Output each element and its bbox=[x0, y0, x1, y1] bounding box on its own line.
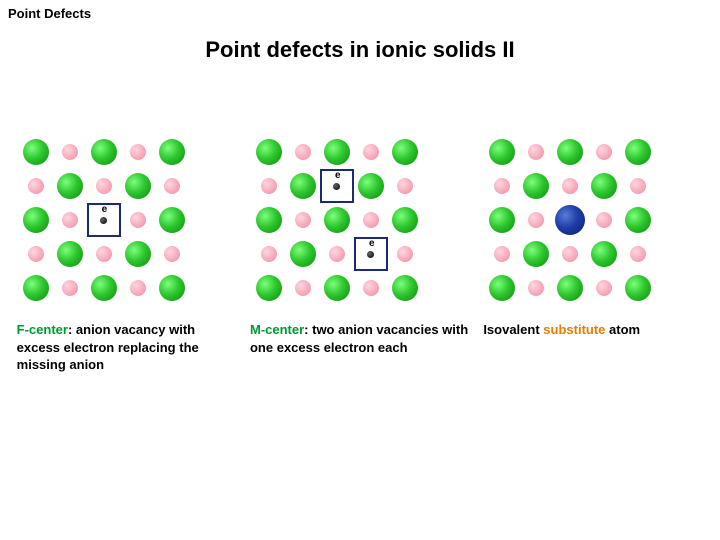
cation bbox=[557, 275, 583, 301]
electron-label: e bbox=[335, 170, 341, 181]
anion bbox=[28, 246, 44, 262]
anion bbox=[397, 178, 413, 194]
lattice-f-center: e bbox=[17, 133, 187, 303]
cation bbox=[625, 275, 651, 301]
caption-term2: substitute bbox=[543, 322, 605, 337]
anion bbox=[562, 246, 578, 262]
anion bbox=[494, 178, 510, 194]
panel-m-center: ee M-center: two anion vacancies with on… bbox=[250, 133, 470, 374]
lattice-isovalent bbox=[483, 133, 653, 303]
cation bbox=[489, 275, 515, 301]
cation bbox=[256, 139, 282, 165]
substitute-atom bbox=[555, 205, 585, 235]
cation bbox=[591, 241, 617, 267]
cation bbox=[91, 139, 117, 165]
panel-isovalent: Isovalent substitute atom bbox=[483, 133, 703, 374]
cation bbox=[392, 275, 418, 301]
lattice-m-center: ee bbox=[250, 133, 420, 303]
cation bbox=[23, 139, 49, 165]
anion bbox=[261, 178, 277, 194]
cation bbox=[523, 173, 549, 199]
cation bbox=[591, 173, 617, 199]
anion bbox=[130, 212, 146, 228]
cation bbox=[159, 139, 185, 165]
cation bbox=[489, 139, 515, 165]
anion bbox=[295, 212, 311, 228]
anion bbox=[363, 144, 379, 160]
anion bbox=[596, 144, 612, 160]
caption-isovalent: Isovalent substitute atom bbox=[483, 321, 640, 339]
anion bbox=[596, 212, 612, 228]
electron-label: e bbox=[369, 238, 375, 249]
cation bbox=[290, 173, 316, 199]
anion bbox=[96, 178, 112, 194]
panel-f-center: e F-center: anion vacancy with excess el… bbox=[17, 133, 237, 374]
anion bbox=[596, 280, 612, 296]
cation bbox=[324, 207, 350, 233]
cation bbox=[557, 139, 583, 165]
anion bbox=[261, 246, 277, 262]
cation bbox=[392, 207, 418, 233]
cation bbox=[57, 241, 83, 267]
anion bbox=[528, 280, 544, 296]
caption-m-center: M-center: two anion vacancies with one e… bbox=[250, 321, 470, 356]
caption-f-center: F-center: anion vacancy with excess elec… bbox=[17, 321, 237, 374]
electron-label: e bbox=[102, 204, 108, 215]
anion bbox=[528, 144, 544, 160]
anion bbox=[295, 144, 311, 160]
cation bbox=[523, 241, 549, 267]
anion bbox=[295, 280, 311, 296]
cation bbox=[91, 275, 117, 301]
electron bbox=[100, 217, 107, 224]
cation bbox=[489, 207, 515, 233]
cation bbox=[256, 275, 282, 301]
anion bbox=[494, 246, 510, 262]
anion bbox=[363, 280, 379, 296]
cation bbox=[125, 173, 151, 199]
anion bbox=[397, 246, 413, 262]
anion bbox=[130, 280, 146, 296]
cation bbox=[625, 207, 651, 233]
anion bbox=[363, 212, 379, 228]
anion bbox=[164, 246, 180, 262]
cation bbox=[125, 241, 151, 267]
anion bbox=[28, 178, 44, 194]
cation bbox=[392, 139, 418, 165]
cation bbox=[324, 275, 350, 301]
page-header: Point Defects bbox=[0, 0, 720, 27]
anion bbox=[96, 246, 112, 262]
anion bbox=[630, 246, 646, 262]
caption-term: M-center bbox=[250, 322, 304, 337]
caption-term: Isovalent bbox=[483, 322, 539, 337]
anion bbox=[630, 178, 646, 194]
anion bbox=[62, 280, 78, 296]
anion bbox=[528, 212, 544, 228]
cation bbox=[159, 275, 185, 301]
cation bbox=[625, 139, 651, 165]
anion bbox=[562, 178, 578, 194]
caption-rest: atom bbox=[605, 322, 640, 337]
cation bbox=[324, 139, 350, 165]
anion bbox=[62, 144, 78, 160]
anion bbox=[130, 144, 146, 160]
cation bbox=[57, 173, 83, 199]
cation bbox=[23, 207, 49, 233]
cation bbox=[256, 207, 282, 233]
panels-row: e F-center: anion vacancy with excess el… bbox=[0, 133, 720, 374]
caption-term: F-center bbox=[17, 322, 68, 337]
page-title: Point defects in ionic solids II bbox=[0, 37, 720, 63]
cation bbox=[290, 241, 316, 267]
cation bbox=[159, 207, 185, 233]
anion bbox=[329, 246, 345, 262]
cation bbox=[23, 275, 49, 301]
cation bbox=[358, 173, 384, 199]
anion bbox=[62, 212, 78, 228]
anion bbox=[164, 178, 180, 194]
